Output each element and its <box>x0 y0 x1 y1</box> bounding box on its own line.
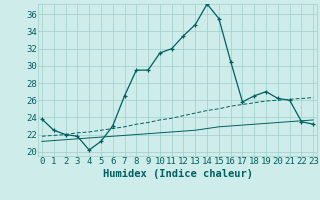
X-axis label: Humidex (Indice chaleur): Humidex (Indice chaleur) <box>103 169 252 179</box>
